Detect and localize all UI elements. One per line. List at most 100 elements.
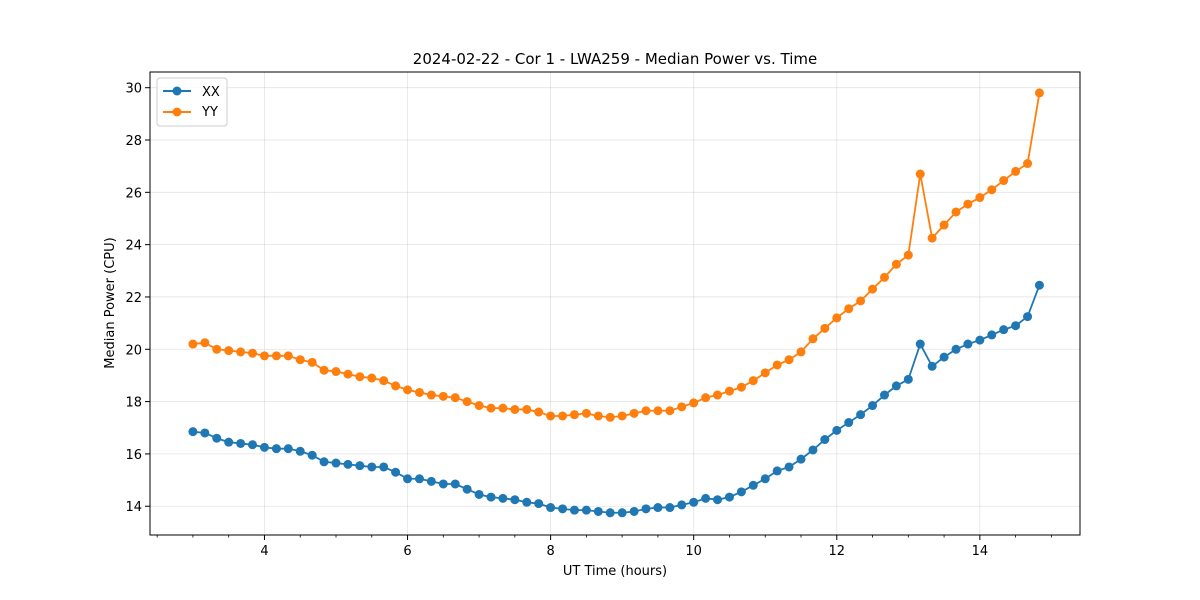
data-point-xx bbox=[832, 425, 842, 435]
data-point-xx bbox=[343, 459, 353, 469]
data-point-xx bbox=[629, 506, 639, 516]
data-point-yy bbox=[736, 382, 746, 392]
data-point-xx bbox=[307, 450, 317, 460]
series-layer bbox=[188, 88, 1044, 518]
data-point-xx bbox=[939, 352, 949, 362]
data-point-yy bbox=[569, 410, 579, 420]
data-point-yy bbox=[951, 207, 961, 217]
data-point-xx bbox=[903, 374, 913, 384]
data-point-yy bbox=[271, 351, 281, 361]
data-point-yy bbox=[283, 351, 293, 361]
x-tick-label: 14 bbox=[972, 544, 989, 559]
data-point-xx bbox=[224, 437, 234, 447]
data-point-xx bbox=[975, 335, 985, 345]
data-point-xx bbox=[558, 504, 568, 514]
data-point-yy bbox=[450, 393, 460, 403]
data-point-yy bbox=[879, 272, 889, 282]
y-tick-label: 20 bbox=[125, 343, 142, 358]
data-point-xx bbox=[534, 499, 544, 509]
ticks: 4 6 8 10 12 14 14 16 18 20 22 24 26 28 30 bbox=[125, 82, 1052, 559]
y-tick-label: 28 bbox=[125, 134, 142, 149]
data-point-yy bbox=[403, 385, 413, 395]
data-point-xx bbox=[653, 503, 663, 513]
y-tick-label: 14 bbox=[125, 500, 142, 515]
data-point-yy bbox=[772, 360, 782, 370]
data-point-yy bbox=[1023, 159, 1033, 169]
data-point-yy bbox=[975, 193, 985, 203]
data-point-yy bbox=[510, 404, 520, 414]
data-point-yy bbox=[939, 220, 949, 230]
data-point-xx bbox=[963, 339, 973, 349]
data-point-yy bbox=[414, 387, 424, 397]
data-point-xx bbox=[426, 476, 436, 486]
data-point-yy bbox=[891, 259, 901, 269]
data-point-yy bbox=[820, 323, 830, 333]
data-point-xx bbox=[581, 505, 591, 515]
x-tick-label: 8 bbox=[546, 544, 554, 559]
data-point-yy bbox=[915, 169, 925, 179]
data-point-xx bbox=[403, 474, 413, 484]
data-point-xx bbox=[879, 390, 889, 400]
data-point-xx bbox=[212, 433, 222, 443]
data-point-yy bbox=[355, 372, 365, 382]
data-point-xx bbox=[641, 504, 651, 514]
plot-frame bbox=[149, 71, 1081, 536]
data-point-xx bbox=[522, 497, 532, 507]
data-point-yy bbox=[724, 386, 734, 396]
data-point-yy bbox=[748, 376, 758, 386]
data-point-xx bbox=[259, 442, 269, 452]
data-point-yy bbox=[629, 408, 639, 418]
data-point-xx bbox=[200, 428, 210, 438]
x-axis-label: UT Time (hours) bbox=[563, 564, 667, 579]
data-point-xx bbox=[868, 401, 878, 411]
data-point-yy bbox=[331, 367, 341, 377]
y-tick-label: 22 bbox=[125, 291, 142, 306]
data-point-xx bbox=[1023, 312, 1033, 322]
data-point-yy bbox=[212, 344, 222, 354]
data-point-yy bbox=[808, 334, 818, 344]
data-point-yy bbox=[868, 284, 878, 294]
data-point-yy bbox=[617, 411, 627, 421]
data-point-xx bbox=[1011, 321, 1021, 331]
data-point-xx bbox=[856, 410, 866, 420]
data-point-yy bbox=[236, 347, 246, 357]
data-point-yy bbox=[474, 401, 484, 411]
data-point-xx bbox=[450, 479, 460, 489]
data-point-xx bbox=[844, 418, 854, 428]
data-point-yy bbox=[701, 393, 711, 403]
data-point-yy bbox=[856, 296, 866, 306]
data-point-yy bbox=[677, 402, 687, 412]
data-point-yy bbox=[1034, 88, 1044, 98]
data-point-yy bbox=[784, 355, 794, 365]
data-point-xx bbox=[379, 462, 389, 472]
legend-marker-yy bbox=[172, 107, 182, 117]
data-point-xx bbox=[295, 446, 305, 456]
data-point-yy bbox=[796, 347, 806, 357]
data-point-yy bbox=[581, 408, 591, 418]
y-tick-label: 24 bbox=[125, 239, 142, 254]
legend-marker-xx bbox=[172, 86, 182, 96]
data-point-yy bbox=[259, 351, 269, 361]
y-tick-label: 30 bbox=[125, 82, 142, 97]
data-point-yy bbox=[343, 369, 353, 379]
data-point-xx bbox=[486, 492, 496, 502]
data-point-yy bbox=[999, 176, 1009, 186]
data-point-xx bbox=[820, 435, 830, 445]
grid bbox=[150, 72, 1080, 535]
x-tick-label: 4 bbox=[260, 544, 268, 559]
x-tick-label: 6 bbox=[403, 544, 411, 559]
chart-title: 2024-02-22 - Cor 1 - LWA259 - Median Pow… bbox=[413, 50, 817, 68]
y-axis-label: Median Power (CPU) bbox=[103, 237, 118, 368]
data-point-xx bbox=[724, 492, 734, 502]
data-point-xx bbox=[546, 503, 556, 513]
data-point-yy bbox=[391, 381, 401, 391]
y-tick-label: 16 bbox=[125, 448, 142, 463]
data-point-yy bbox=[498, 403, 508, 413]
data-point-yy bbox=[844, 304, 854, 314]
data-point-yy bbox=[593, 411, 603, 421]
legend-label-yy: YY bbox=[201, 105, 218, 120]
data-point-xx bbox=[271, 444, 281, 454]
data-point-xx bbox=[891, 381, 901, 391]
data-point-xx bbox=[474, 489, 484, 499]
